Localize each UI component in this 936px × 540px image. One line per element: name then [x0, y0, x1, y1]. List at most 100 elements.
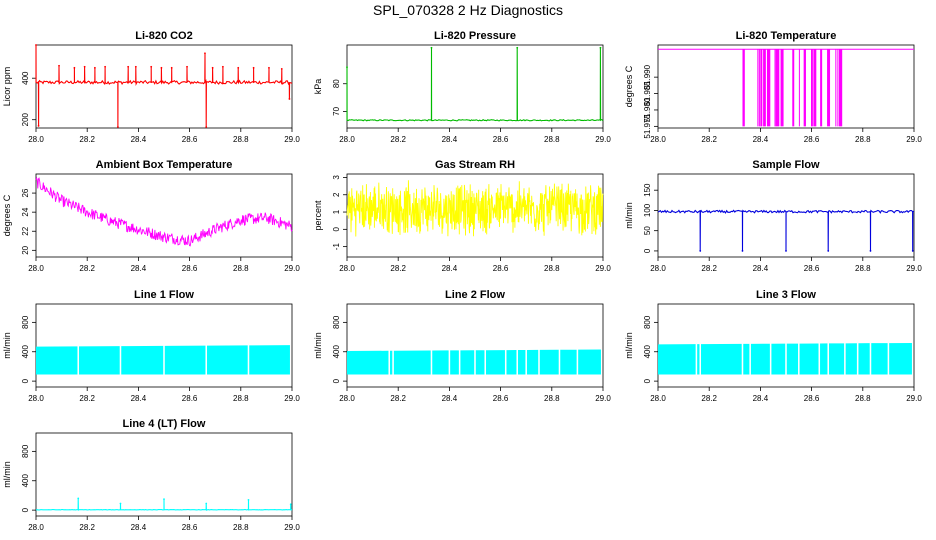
x-tick-label: 28.6 — [804, 135, 820, 144]
series-band — [829, 343, 845, 375]
x-tick-label: 28.2 — [390, 135, 406, 144]
series-toggle-block — [757, 49, 759, 127]
y-tick-label: 400 — [21, 474, 30, 488]
x-tick-label: 28.0 — [28, 135, 44, 144]
x-tick-label: 28.4 — [753, 394, 769, 403]
series-band — [750, 343, 770, 375]
y-tick-label: 70 — [332, 106, 341, 115]
x-tick-label: 28.4 — [131, 394, 147, 403]
series-band — [36, 346, 78, 375]
panel-line-2-flow: Line 2 Flow ml/min 28.0 28.2 28.4 28.6 28.8 29.… — [313, 289, 611, 403]
series-toggle-block — [766, 49, 771, 127]
plot-frame — [35, 432, 293, 517]
x-tick-label: 28.2 — [390, 264, 406, 273]
data-point — [117, 126, 119, 128]
x-tick-label: 28.2 — [701, 135, 717, 144]
data-point — [205, 502, 208, 505]
x-tick-label: 28.2 — [79, 264, 95, 273]
x-tick-label: 28.6 — [493, 264, 509, 273]
x-tick-label: 28.8 — [233, 135, 249, 144]
data-point — [599, 46, 602, 49]
panel-title: Ambient Box Temperature — [96, 159, 233, 171]
panel-line-3-flow: Line 3 Flow ml/min 28.0 28.2 28.4 28.6 28.8 29.… — [624, 289, 922, 403]
data-point — [37, 125, 40, 127]
data-point — [516, 46, 519, 49]
x-tick-label: 28.0 — [650, 135, 666, 144]
y-axis-label: degrees C — [2, 194, 12, 236]
panel-title: Line 2 Flow — [445, 289, 505, 301]
data-point — [83, 65, 86, 68]
x-tick-label: 28.6 — [804, 264, 820, 273]
data-point — [186, 65, 188, 68]
data-point — [170, 66, 173, 69]
data-point — [58, 64, 60, 67]
panel-title: Li-820 Temperature — [736, 30, 837, 42]
y-tick-label: 150 — [643, 183, 652, 197]
series-toggle-block — [827, 49, 831, 127]
x-tick-label: 29.0 — [906, 394, 922, 403]
y-tick-label: 80 — [332, 79, 341, 88]
series-band — [249, 345, 290, 375]
series-band — [347, 350, 389, 375]
x-tick-label: 28.0 — [650, 264, 666, 273]
x-tick-label: 28.4 — [442, 135, 458, 144]
x-tick-label: 28.4 — [442, 394, 458, 403]
x-tick-label: 28.4 — [131, 135, 147, 144]
data-point — [127, 65, 130, 68]
y-tick-label: 2 — [332, 192, 341, 197]
y-axis-label: ml/min — [313, 332, 323, 359]
x-tick-label: 28.8 — [855, 394, 871, 403]
series-line — [35, 176, 293, 247]
y-tick-label: 0 — [332, 378, 341, 383]
x-tick-label: 28.2 — [79, 523, 95, 532]
y-tick-label: 800 — [643, 315, 652, 329]
x-tick-label: 28.4 — [442, 264, 458, 273]
series-band — [771, 343, 786, 375]
series-band — [207, 345, 248, 375]
y-tick-label: 0 — [643, 248, 652, 253]
data-point — [280, 67, 283, 70]
x-tick-label: 28.6 — [493, 135, 509, 144]
y-tick-label: 100 — [643, 203, 652, 217]
series-band — [820, 343, 828, 375]
data-point — [869, 250, 872, 252]
plot-frame — [657, 44, 915, 129]
panel-ambient-box-temperature: Ambient Box Temperature degrees C 28.0 28.2… — [2, 159, 300, 273]
x-tick-label: 29.0 — [595, 264, 611, 273]
y-tick-label: 400 — [21, 71, 30, 85]
y-axis-label: ml/min — [624, 332, 634, 359]
series-toggle-block — [811, 49, 813, 127]
series-line — [657, 209, 915, 251]
data-point — [35, 44, 37, 46]
y-tick-label: 0 — [643, 378, 652, 383]
series-band — [432, 350, 449, 375]
panel-title: Gas Stream RH — [435, 159, 515, 171]
series-band — [79, 346, 120, 375]
panel-title: Li-820 Pressure — [434, 30, 516, 42]
x-tick-label: 28.4 — [131, 523, 147, 532]
panel-title: Line 1 Flow — [134, 289, 194, 301]
data-point — [211, 66, 214, 69]
series-toggle-block — [763, 49, 766, 127]
series-band — [506, 350, 517, 375]
series-band — [164, 345, 206, 375]
data-point — [134, 65, 137, 68]
series-toggle-block — [774, 49, 776, 127]
data-point — [150, 65, 153, 68]
series-band — [799, 343, 819, 375]
series-toggle-block — [759, 49, 761, 127]
x-tick-label: 28.4 — [753, 264, 769, 273]
plot-frame — [346, 44, 604, 129]
series-line — [346, 47, 604, 122]
panel-title: Li-820 CO2 — [135, 30, 192, 42]
plot-frame — [35, 44, 293, 129]
panel-gas-stream-rh: Gas Stream RH percent 28.0 28.2 28.4 28.6 28.8… — [313, 159, 611, 273]
y-tick-label: 20 — [21, 245, 30, 254]
y-axis-label: ml/min — [2, 461, 12, 488]
x-tick-label: 28.4 — [131, 264, 147, 273]
panel-line-4-lt-flow: Line 4 (LT) Flow ml/min 28.0 28.2 28.4 28.6 28… — [2, 418, 300, 532]
panel-li-820-temperature: Li-820 Temperature degrees C 28.0 28.2 28.4 2… — [624, 30, 922, 144]
y-axis-label: kPa — [313, 79, 323, 95]
